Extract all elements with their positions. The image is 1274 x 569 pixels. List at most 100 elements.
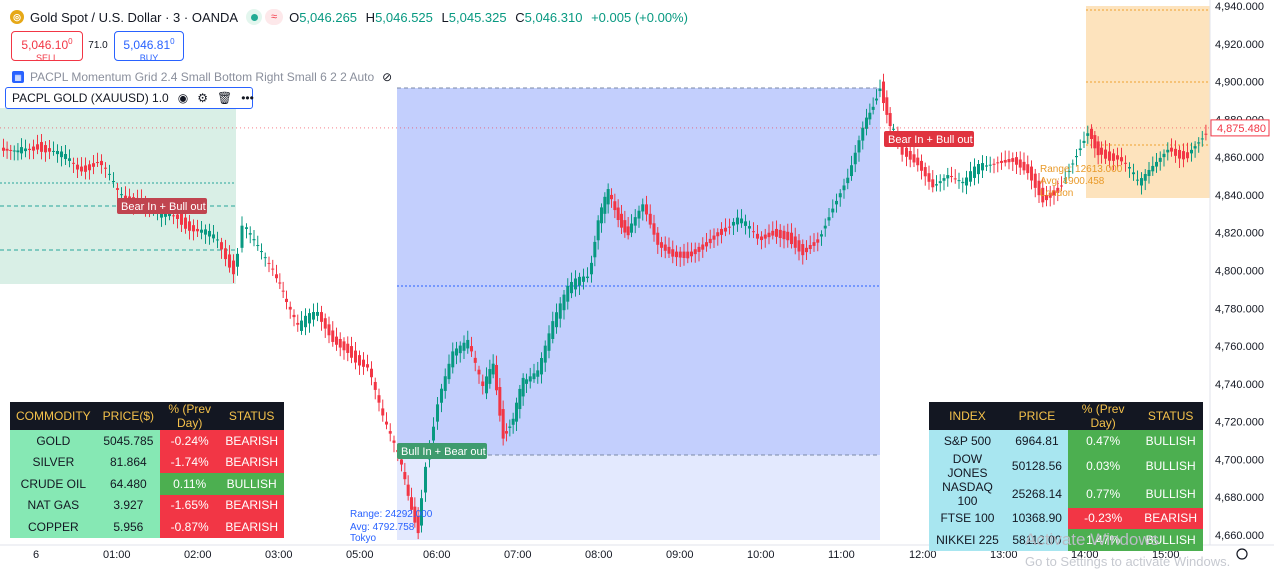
candle-body: [260, 251, 263, 253]
candle-body: [1007, 159, 1011, 163]
candle-body: [1104, 149, 1107, 159]
tokyo-label-text: Tokyo: [350, 533, 377, 544]
candle-body: [176, 214, 179, 219]
candle-body: [1151, 165, 1155, 172]
tokyo-range-text: Range: 24292.000: [350, 509, 433, 520]
candle-body: [827, 217, 831, 221]
candle-body: [600, 207, 603, 224]
candle-body: [728, 226, 731, 228]
candle-body: [701, 244, 705, 250]
eye-slash-icon[interactable]: ⊘: [382, 70, 393, 84]
candle-body: [570, 281, 573, 294]
eye-icon[interactable]: ◉: [177, 91, 189, 105]
candle-body: [1022, 161, 1026, 171]
time-axis-label: 02:00: [184, 549, 212, 561]
buy-button[interactable]: 5,046.810 BUY: [114, 31, 184, 63]
candle-body: [180, 213, 183, 225]
table-header: % (Prev Day): [1067, 402, 1139, 430]
indicator-pacpl-gold[interactable]: PACPL GOLD (XAUUSD) 1.0 ◉ ⚙ 🗑 •••: [5, 87, 254, 109]
candle-body: [645, 204, 648, 215]
candle-body: [916, 157, 920, 166]
candle-body: [1082, 140, 1086, 143]
candle-body: [697, 246, 701, 252]
candle-body: [835, 200, 838, 205]
candle-body: [1003, 159, 1007, 163]
candle-body: [950, 176, 953, 178]
candle-body: [1060, 185, 1063, 187]
candle-body: [965, 177, 968, 186]
candle-body: [555, 312, 558, 328]
candle-body: [771, 230, 775, 236]
candle-body: [935, 184, 938, 186]
ohlc-values: O5,046.265 H5,046.525 L5,045.325 C5,046.…: [289, 9, 688, 25]
candle-body: [1108, 151, 1111, 161]
candle-body: [116, 188, 119, 190]
signal-label-bull-in-bg: [397, 443, 487, 459]
table-row: NASDAQ 100 25268.14 0.77% BULLISH: [929, 479, 1203, 508]
candle-body: [267, 262, 271, 264]
candle-body: [108, 173, 111, 175]
signal-label-bull-in: Bull In + Bear out: [401, 446, 486, 458]
candle-body: [656, 232, 660, 245]
trash-icon[interactable]: 🗑: [216, 91, 233, 105]
candle-body: [212, 234, 215, 239]
candle-body: [1155, 161, 1158, 167]
commodity-table: COMMODITY PRICE($) % (Prev Day) STATUS G…: [10, 402, 284, 538]
candle-body: [96, 162, 99, 164]
candle-body: [732, 221, 735, 226]
candle-body: [172, 215, 175, 217]
candle-body: [1158, 157, 1162, 162]
candle-body: [823, 225, 827, 229]
candle-body: [720, 228, 723, 235]
candle-body: [1090, 128, 1093, 139]
candle-body: [957, 180, 961, 182]
price-axis-label: 4,940.000: [1215, 1, 1264, 13]
indicator-momentum-grid[interactable]: ▦ PACPL Momentum Grid 2.4 Small Bottom R…: [12, 70, 392, 84]
candle-body: [28, 148, 31, 151]
candle-body: [801, 244, 805, 256]
candle-body: [470, 346, 473, 352]
candle-body: [1033, 173, 1037, 188]
candle-body: [515, 402, 518, 422]
candle-body: [5, 148, 9, 151]
candle-body: [224, 248, 227, 260]
candle-body: [748, 226, 751, 229]
candle-body: [850, 165, 853, 177]
candle-body: [420, 498, 423, 526]
candle-body: [413, 506, 417, 523]
time-axis-label: 15:00: [1152, 549, 1180, 561]
candle-body: [931, 179, 935, 188]
candle-body: [938, 181, 942, 184]
candle-body: [1182, 151, 1185, 160]
settings-icon[interactable]: ⚙: [197, 91, 208, 105]
candle-body: [857, 140, 861, 153]
sell-button[interactable]: 5,046.100 SELL: [11, 31, 83, 63]
table-row: NAT GAS 3.927 -1.65% BEARISH: [10, 494, 284, 516]
candle-body: [385, 421, 388, 425]
candle-body: [308, 313, 311, 324]
candle-body: [1178, 149, 1181, 159]
candle-body: [462, 342, 466, 351]
more-icon[interactable]: •••: [241, 91, 254, 105]
index-table: INDEX PRICE % (Prev Day) STATUS S&P 500 6…: [929, 402, 1203, 551]
candle-body: [846, 177, 850, 184]
candle-body: [740, 218, 743, 224]
candle-body: [124, 195, 127, 199]
candle-body: [188, 221, 191, 231]
candle-body: [358, 355, 361, 366]
candle-body: [946, 175, 950, 179]
candle-body: [1037, 180, 1041, 196]
candle-body: [775, 228, 778, 237]
time-axis-label: 07:00: [504, 549, 532, 561]
candle-body: [805, 247, 808, 253]
candle-body: [416, 516, 420, 534]
symbol-title[interactable]: Gold Spot / U.S. Dollar · 3 · OANDA: [30, 9, 239, 25]
candle-body: [112, 180, 115, 182]
candle-body: [366, 364, 369, 368]
table-row: SILVER 81.864 -1.74% BEARISH: [10, 451, 284, 473]
london-avg-text: Avg: 4900.458: [1040, 176, 1105, 187]
candle-body: [521, 377, 525, 397]
chart-legend: ◎ Gold Spot / U.S. Dollar · 3 · OANDA ≈ …: [10, 9, 693, 25]
candle-body: [790, 232, 793, 245]
